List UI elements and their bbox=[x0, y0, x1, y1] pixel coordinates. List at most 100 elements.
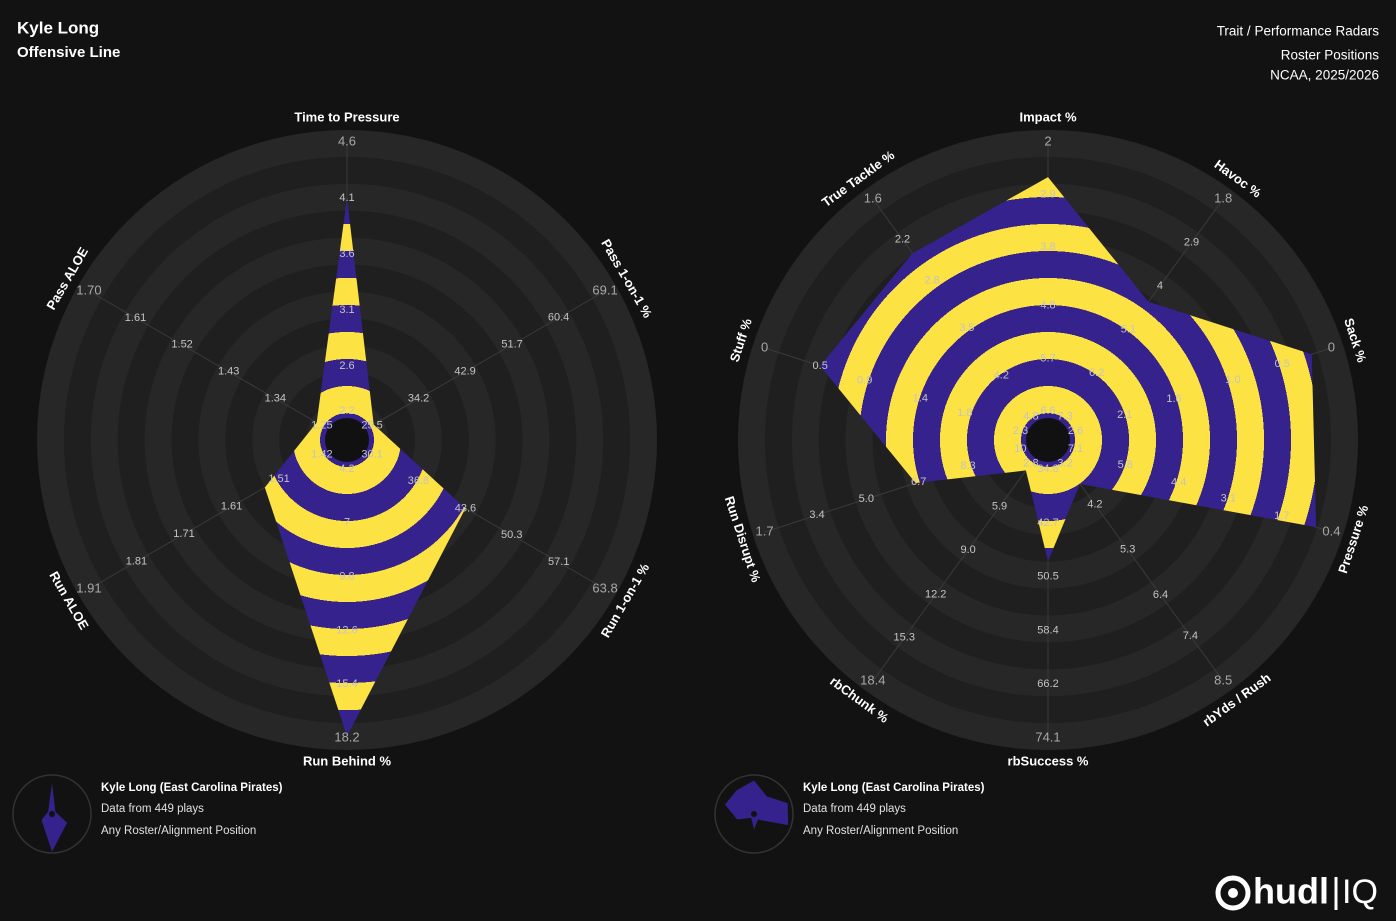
tick-label: 0.4 bbox=[1322, 524, 1340, 539]
tick-label: 4.2 bbox=[339, 463, 354, 475]
tick-label: 66.2 bbox=[1037, 678, 1058, 690]
logo-icon-dot bbox=[1228, 888, 1238, 898]
tick-label: 2.8 bbox=[924, 274, 939, 286]
tick-label: 3.4 bbox=[809, 509, 824, 521]
tick-label: 5.7 bbox=[1040, 352, 1055, 364]
tick-label: 0 bbox=[761, 339, 768, 354]
legend-note: Any Roster/Alignment Position bbox=[803, 825, 958, 837]
tick-label: 1.7 bbox=[756, 524, 774, 539]
tick-label: 5.3 bbox=[1120, 544, 1135, 556]
tick-label: 6.7 bbox=[911, 476, 926, 488]
radar-chart: 2.2 2.6 3.1 3.6 4.1 4.6 25.5 34.2 42.9 51.7 60.4 69… bbox=[37, 109, 657, 768]
tick-label: 9.0 bbox=[960, 544, 975, 556]
tick-label: 4.2 bbox=[994, 370, 1009, 382]
logo-suffix: IQ bbox=[1342, 873, 1378, 911]
tick-label: 5.8 bbox=[1118, 459, 1133, 471]
tick-label: 6.2 bbox=[1089, 367, 1104, 379]
tick-label: 4.1 bbox=[339, 192, 354, 204]
tick-label: 7 bbox=[344, 517, 350, 529]
tick-label: 1.81 bbox=[126, 555, 147, 567]
tick-label: 8.5 bbox=[1214, 673, 1232, 688]
tick-label: 0.5 bbox=[813, 360, 828, 372]
tick-label: 2 bbox=[1044, 133, 1051, 148]
tick-label: 15.4 bbox=[336, 678, 357, 690]
legend-series-name: Kyle Long (East Carolina Pirates) bbox=[803, 782, 985, 794]
axis-label: Impact % bbox=[1019, 109, 1077, 124]
tick-label: 12.6 bbox=[336, 624, 357, 636]
tick-label: 4.6 bbox=[338, 133, 356, 148]
center-hole bbox=[1026, 418, 1070, 462]
axis-label: Run Behind % bbox=[303, 753, 392, 768]
tick-label: 5.1 bbox=[1121, 323, 1136, 335]
tick-label: 1.43 bbox=[218, 366, 239, 378]
tick-label: 2.9 bbox=[1184, 236, 1199, 248]
tick-label: 1.70 bbox=[76, 282, 101, 297]
radar-area bbox=[820, 177, 1317, 562]
tick-label: 34.8 bbox=[1037, 463, 1058, 475]
tick-label: 2.2 bbox=[895, 234, 910, 246]
axis-label: rbSuccess % bbox=[1008, 753, 1089, 768]
logo: hudl IQ bbox=[1215, 871, 1378, 912]
tick-label: 3.5 bbox=[959, 322, 974, 334]
tick-label: 1.71 bbox=[173, 528, 194, 540]
tick-label: 1.42 bbox=[311, 448, 332, 460]
tick-label: 5.9 bbox=[992, 501, 1007, 513]
tick-label: 6.4 bbox=[1153, 589, 1168, 601]
tick-label: 4.2 bbox=[1087, 498, 1102, 510]
tick-label: 0.9 bbox=[857, 374, 872, 386]
tick-label: 4.4 bbox=[1171, 476, 1186, 488]
axis-label: Time to Pressure bbox=[294, 109, 399, 124]
tick-label: 1.61 bbox=[221, 501, 242, 513]
tick-label: 1.34 bbox=[265, 393, 286, 405]
logo-text: hudl bbox=[1253, 871, 1329, 912]
tick-label: 7.4 bbox=[1183, 630, 1198, 642]
tick-label: 1.8 bbox=[1214, 190, 1232, 205]
tick-label: 18.2 bbox=[334, 729, 359, 744]
tick-label: 50.5 bbox=[1037, 570, 1058, 582]
tick-label: 34.2 bbox=[408, 393, 429, 405]
tick-label: 25.5 bbox=[361, 419, 382, 431]
player-position: Offensive Line bbox=[17, 44, 120, 61]
center-hole bbox=[325, 418, 369, 462]
tick-label: 7.1 bbox=[1068, 443, 1083, 455]
tick-label: 2.6 bbox=[339, 360, 354, 372]
spoke bbox=[1064, 463, 1224, 682]
tick-label: 9.8 bbox=[339, 571, 354, 583]
tick-label: 3.1 bbox=[1221, 492, 1236, 504]
tick-label: 42.9 bbox=[454, 366, 475, 378]
radar-area bbox=[264, 198, 466, 737]
report-season: NCAA, 2025/2026 bbox=[1270, 68, 1379, 83]
tick-label: 74.1 bbox=[1035, 729, 1060, 744]
tick-label: 0 bbox=[1328, 339, 1335, 354]
tick-label: 63.8 bbox=[592, 580, 617, 595]
tick-label: 57.1 bbox=[548, 556, 569, 568]
tick-label: 3.8 bbox=[1040, 241, 1055, 253]
tick-label: 1.7 bbox=[1274, 510, 1289, 522]
player-name: Kyle Long bbox=[17, 18, 99, 37]
tick-label: 3.2 bbox=[1057, 457, 1072, 469]
legend-note: Data from 449 plays bbox=[803, 803, 906, 815]
tick-label: 2.6 bbox=[1068, 425, 1083, 437]
report-title: Trait / Performance Radars bbox=[1217, 24, 1380, 39]
tick-label: 58.4 bbox=[1037, 624, 1058, 636]
tick-label: 1.4 bbox=[913, 392, 928, 404]
tick-label: 50.3 bbox=[501, 529, 522, 541]
spoke bbox=[88, 290, 323, 426]
tick-label: 1.8 bbox=[957, 407, 972, 419]
legend-radar bbox=[724, 780, 789, 830]
tick-label: 12.2 bbox=[925, 589, 946, 601]
legend: Kyle Long (East Carolina Pirates) Data fr… bbox=[12, 774, 283, 854]
tick-label: 36.8 bbox=[408, 475, 429, 487]
legend-note: Data from 449 plays bbox=[101, 803, 204, 815]
legend-center bbox=[751, 811, 757, 817]
tick-label: 42.7 bbox=[1037, 517, 1058, 529]
tick-label: 30.1 bbox=[361, 448, 382, 460]
tick-label: 43.6 bbox=[455, 502, 476, 514]
legend-center bbox=[49, 811, 55, 817]
legend: Kyle Long (East Carolina Pirates) Data fr… bbox=[714, 774, 985, 854]
tick-label: 51.7 bbox=[501, 339, 522, 351]
tick-label: 1.6 bbox=[1166, 393, 1181, 405]
tick-label: 2.8 bbox=[1023, 457, 1038, 469]
